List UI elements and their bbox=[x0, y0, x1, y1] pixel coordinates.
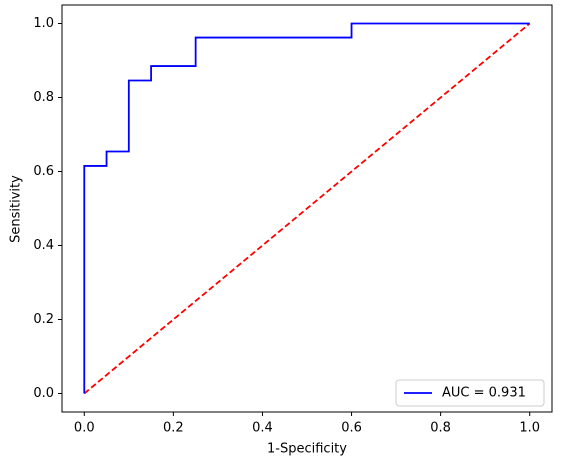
x-tick-label: 0.2 bbox=[163, 421, 184, 436]
y-axis-label: Sensitivity bbox=[9, 175, 24, 243]
y-tick-label: 0.4 bbox=[33, 238, 54, 253]
plot-frame bbox=[61, 4, 553, 413]
legend-box bbox=[395, 379, 545, 407]
y-tick-label: 0.0 bbox=[33, 386, 54, 401]
y-tick-label: 1.0 bbox=[33, 16, 54, 31]
y-tick-label: 0.8 bbox=[33, 90, 54, 105]
x-axis-label: 1-Specificity bbox=[267, 442, 347, 457]
x-tick-label: 0.4 bbox=[252, 421, 273, 436]
x-tick-label: 0.8 bbox=[430, 421, 451, 436]
series-line bbox=[83, 22, 531, 395]
y-tick-label: 0.6 bbox=[33, 164, 54, 179]
x-tick-label: 1.0 bbox=[519, 421, 540, 436]
x-tick-label: 0.6 bbox=[341, 421, 362, 436]
legend-label: AUC = 0.931 bbox=[442, 386, 526, 401]
series-line bbox=[83, 22, 530, 394]
x-tick-label: 0.0 bbox=[74, 421, 95, 436]
y-tick-label: 0.2 bbox=[33, 312, 54, 327]
